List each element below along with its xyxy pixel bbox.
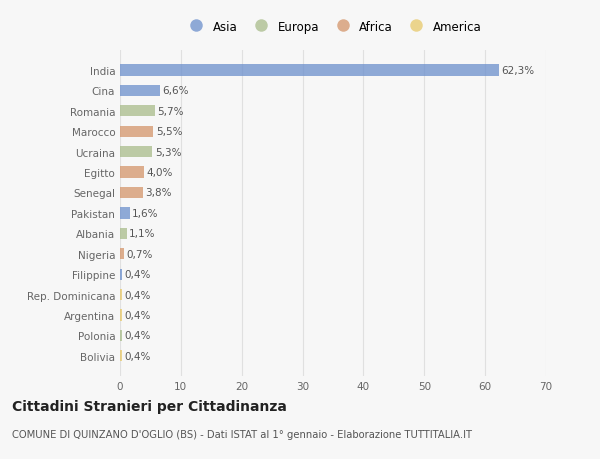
Bar	[120, 350, 122, 362]
Bar	[120, 167, 145, 178]
Text: 62,3%: 62,3%	[502, 66, 535, 76]
Bar	[120, 106, 155, 117]
Bar	[120, 289, 122, 301]
Bar	[120, 147, 152, 158]
Text: 6,6%: 6,6%	[163, 86, 189, 96]
Text: Cittadini Stranieri per Cittadinanza: Cittadini Stranieri per Cittadinanza	[12, 399, 287, 413]
Bar	[120, 249, 124, 260]
Text: 3,8%: 3,8%	[146, 188, 172, 198]
Text: 5,3%: 5,3%	[155, 147, 181, 157]
Bar	[120, 65, 499, 77]
Bar	[120, 208, 130, 219]
Text: 5,5%: 5,5%	[156, 127, 182, 137]
Text: 4,0%: 4,0%	[147, 168, 173, 178]
Bar	[120, 310, 122, 321]
Text: COMUNE DI QUINZANO D'OGLIO (BS) - Dati ISTAT al 1° gennaio - Elaborazione TUTTIT: COMUNE DI QUINZANO D'OGLIO (BS) - Dati I…	[12, 429, 472, 439]
Legend: Asia, Europa, Africa, America: Asia, Europa, Africa, America	[184, 21, 482, 34]
Bar	[120, 187, 143, 199]
Text: 0,4%: 0,4%	[125, 290, 151, 300]
Text: 0,4%: 0,4%	[125, 269, 151, 280]
Bar	[120, 126, 154, 138]
Text: 1,1%: 1,1%	[129, 229, 155, 239]
Text: 0,4%: 0,4%	[125, 351, 151, 361]
Text: 5,7%: 5,7%	[157, 106, 184, 117]
Text: 1,6%: 1,6%	[132, 208, 158, 218]
Text: 0,4%: 0,4%	[125, 330, 151, 341]
Bar	[120, 86, 160, 97]
Text: 0,7%: 0,7%	[127, 249, 153, 259]
Text: 0,4%: 0,4%	[125, 310, 151, 320]
Bar	[120, 330, 122, 341]
Bar	[120, 228, 127, 240]
Bar	[120, 269, 122, 280]
